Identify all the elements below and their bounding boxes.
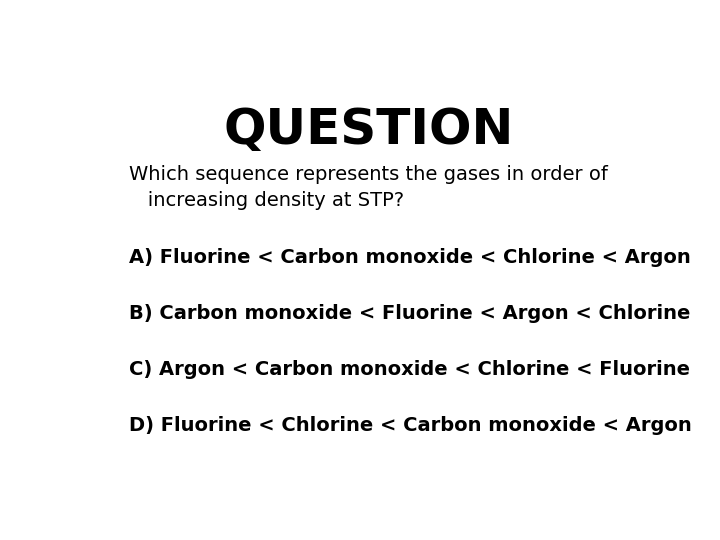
Text: C) Argon < Carbon monoxide < Chlorine < Fluorine: C) Argon < Carbon monoxide < Chlorine < … bbox=[129, 360, 690, 379]
Text: D) Fluorine < Chlorine < Carbon monoxide < Argon: D) Fluorine < Chlorine < Carbon monoxide… bbox=[129, 416, 692, 435]
Text: Which sequence represents the gases in order of
   increasing density at STP?: Which sequence represents the gases in o… bbox=[129, 165, 608, 210]
Text: B) Carbon monoxide < Fluorine < Argon < Chlorine: B) Carbon monoxide < Fluorine < Argon < … bbox=[129, 304, 690, 323]
Text: QUESTION: QUESTION bbox=[224, 106, 514, 154]
Text: A) Fluorine < Carbon monoxide < Chlorine < Argon: A) Fluorine < Carbon monoxide < Chlorine… bbox=[129, 248, 690, 267]
